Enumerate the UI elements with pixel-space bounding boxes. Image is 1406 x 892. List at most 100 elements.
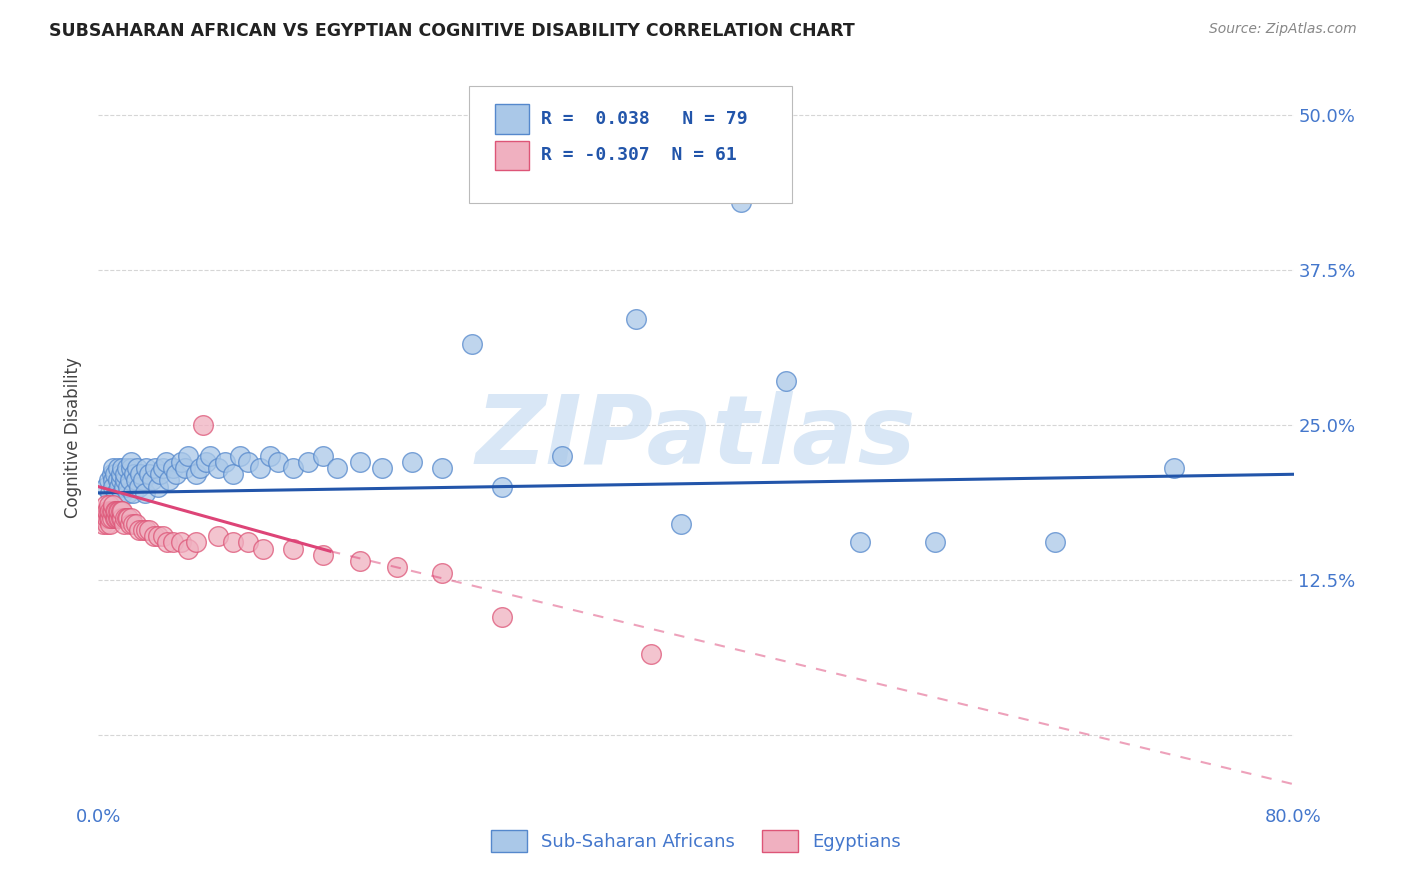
Point bbox=[148, 529, 170, 543]
Point bbox=[311, 548, 333, 562]
Point bbox=[105, 504, 128, 518]
Point bbox=[105, 510, 128, 524]
Point bbox=[132, 474, 155, 488]
Point bbox=[169, 535, 191, 549]
Point bbox=[207, 461, 229, 475]
Point bbox=[200, 449, 222, 463]
Point bbox=[155, 455, 177, 469]
Point bbox=[550, 449, 572, 463]
Point bbox=[157, 474, 180, 488]
Point bbox=[105, 486, 128, 500]
Point bbox=[184, 467, 207, 482]
Point bbox=[669, 516, 692, 531]
Point bbox=[117, 486, 139, 500]
Point bbox=[222, 535, 245, 549]
Point bbox=[107, 504, 129, 518]
Point bbox=[110, 504, 132, 518]
Point bbox=[103, 480, 125, 494]
Point bbox=[626, 312, 648, 326]
Point bbox=[281, 541, 304, 556]
Point bbox=[188, 461, 211, 475]
Point bbox=[730, 194, 752, 209]
Point bbox=[326, 461, 349, 475]
Point bbox=[162, 535, 184, 549]
Point bbox=[104, 504, 127, 518]
Point bbox=[104, 510, 127, 524]
Point bbox=[135, 461, 157, 475]
Point bbox=[103, 474, 125, 488]
Point bbox=[229, 449, 252, 463]
Point bbox=[149, 467, 172, 482]
Point bbox=[127, 461, 149, 475]
Point bbox=[110, 467, 132, 482]
Point bbox=[96, 516, 118, 531]
Point bbox=[128, 523, 150, 537]
Point bbox=[491, 610, 513, 624]
Point bbox=[94, 504, 117, 518]
Point bbox=[115, 461, 138, 475]
Point bbox=[93, 510, 115, 524]
Point bbox=[128, 480, 150, 494]
Point bbox=[849, 535, 872, 549]
Bar bbox=[495, 141, 529, 170]
Point bbox=[143, 461, 166, 475]
Point bbox=[114, 510, 136, 524]
Point bbox=[107, 474, 129, 488]
Text: SUBSAHARAN AFRICAN VS EGYPTIAN COGNITIVE DISABILITY CORRELATION CHART: SUBSAHARAN AFRICAN VS EGYPTIAN COGNITIVE… bbox=[49, 22, 855, 40]
Point bbox=[117, 510, 139, 524]
Point bbox=[924, 535, 946, 549]
Point bbox=[177, 541, 200, 556]
Point bbox=[169, 455, 191, 469]
FancyBboxPatch shape bbox=[470, 86, 792, 203]
Point bbox=[120, 461, 142, 475]
Point bbox=[311, 449, 333, 463]
Point bbox=[236, 455, 259, 469]
Point bbox=[156, 535, 179, 549]
Point bbox=[349, 455, 371, 469]
Point bbox=[207, 529, 229, 543]
Point bbox=[121, 516, 143, 531]
Point bbox=[103, 504, 125, 518]
Point bbox=[97, 498, 120, 512]
Point bbox=[98, 510, 122, 524]
Point bbox=[94, 480, 117, 494]
Point bbox=[162, 461, 184, 475]
Point bbox=[112, 516, 135, 531]
Text: R = -0.307  N = 61: R = -0.307 N = 61 bbox=[541, 146, 737, 164]
Point bbox=[134, 486, 156, 500]
Point bbox=[148, 480, 170, 494]
Point bbox=[125, 474, 148, 488]
Point bbox=[96, 510, 118, 524]
Point bbox=[96, 504, 118, 518]
Y-axis label: Cognitive Disability: Cognitive Disability bbox=[65, 357, 83, 517]
Text: Source: ZipAtlas.com: Source: ZipAtlas.com bbox=[1209, 22, 1357, 37]
Point bbox=[141, 474, 163, 488]
Point bbox=[111, 486, 134, 500]
Point bbox=[107, 461, 129, 475]
Point bbox=[115, 510, 138, 524]
Point bbox=[97, 510, 120, 524]
Point bbox=[177, 449, 200, 463]
Point bbox=[281, 461, 304, 475]
Point bbox=[110, 474, 132, 488]
Point bbox=[174, 461, 197, 475]
Point bbox=[120, 510, 142, 524]
Point bbox=[118, 474, 141, 488]
Point bbox=[103, 498, 125, 512]
Point bbox=[138, 467, 160, 482]
Point bbox=[138, 523, 160, 537]
Point bbox=[103, 461, 125, 475]
Point bbox=[124, 467, 146, 482]
Point bbox=[108, 510, 131, 524]
Point bbox=[1163, 461, 1185, 475]
Point bbox=[191, 417, 214, 432]
Point bbox=[430, 461, 453, 475]
Point bbox=[222, 467, 245, 482]
Point bbox=[98, 516, 122, 531]
Point bbox=[101, 510, 124, 524]
Point bbox=[129, 467, 152, 482]
Point bbox=[491, 480, 513, 494]
Point bbox=[108, 480, 131, 494]
Point bbox=[152, 461, 174, 475]
Point bbox=[252, 541, 274, 556]
